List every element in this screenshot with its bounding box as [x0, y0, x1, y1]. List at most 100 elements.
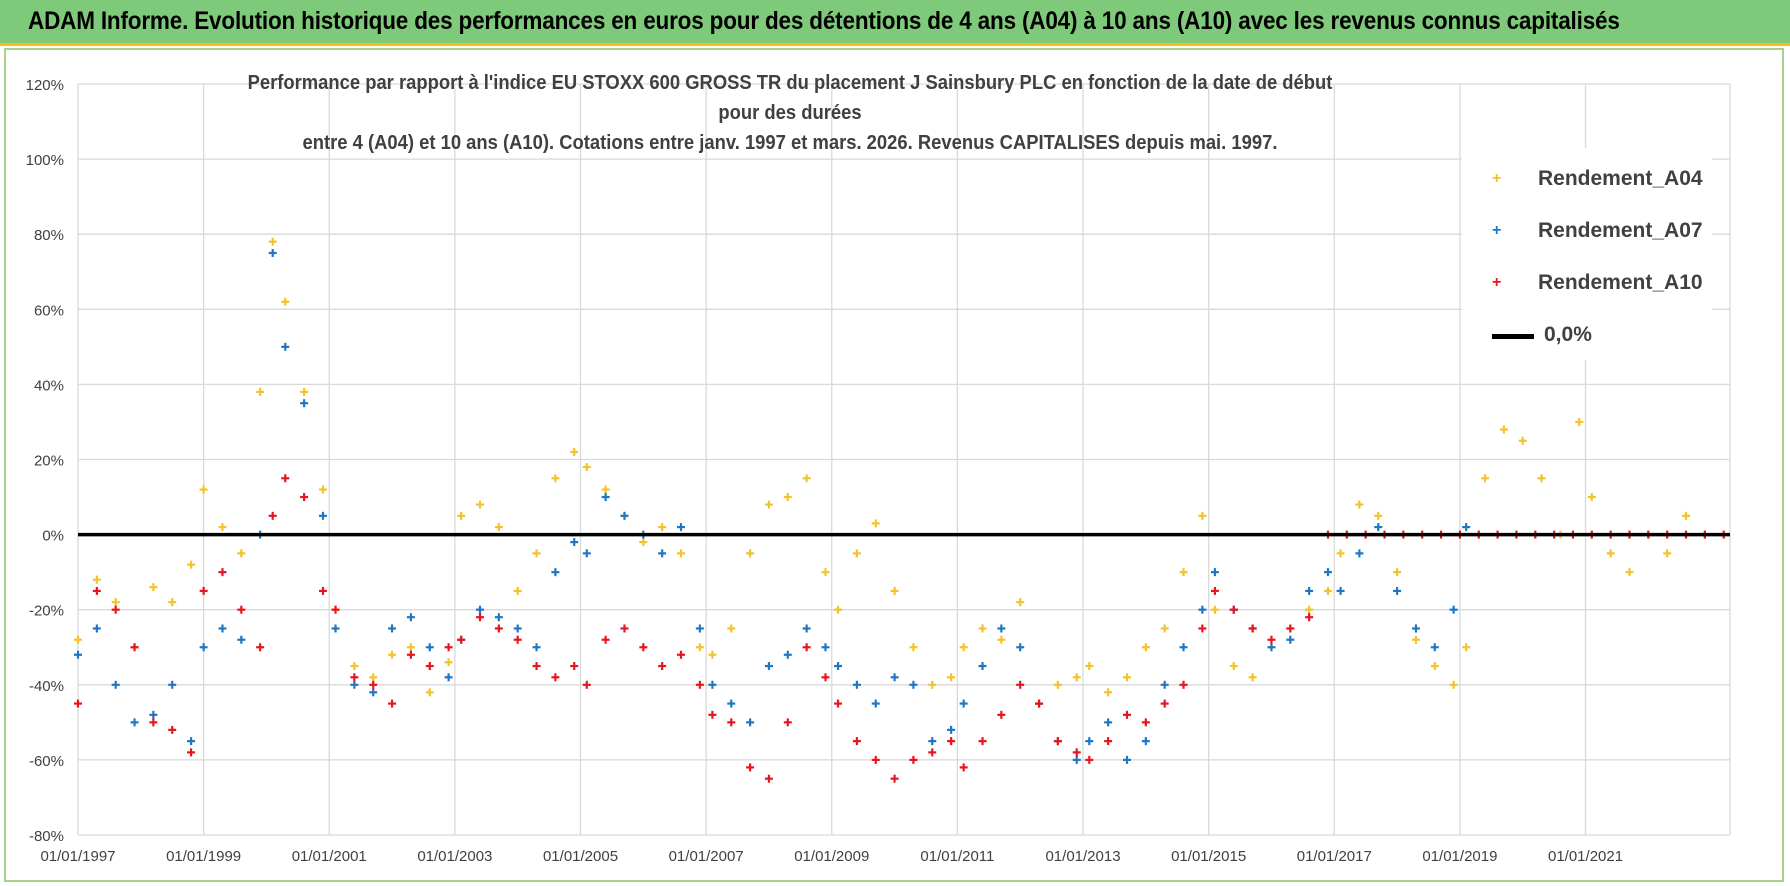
data-point-a04: [746, 549, 755, 558]
data-point-a10: [268, 511, 277, 520]
data-point-a04: [281, 297, 290, 306]
data-point-a07: [281, 342, 290, 351]
data-point-a04: [1355, 500, 1364, 509]
legend-item-zero: 0,0%: [1462, 320, 1712, 350]
chart-frame: [4, 48, 1784, 882]
data-point-a07: [708, 680, 717, 689]
data-point-a07: [237, 635, 246, 644]
data-point-a04: [978, 624, 987, 633]
data-point-a07: [570, 538, 579, 547]
data-point-a07: [582, 549, 591, 558]
data-point-a07: [444, 673, 453, 682]
data-point-a10: [168, 725, 177, 734]
data-point-a04: [199, 485, 208, 494]
data-point-a07: [111, 680, 120, 689]
data-point-a10: [425, 662, 434, 671]
data-point-a10: [928, 748, 937, 757]
data-point-a07: [551, 568, 560, 577]
data-point-a04: [1374, 511, 1383, 520]
data-point-a07: [1198, 605, 1207, 614]
data-point-a07: [331, 624, 340, 633]
data-point-a07: [300, 399, 309, 408]
data-point-a04: [1499, 425, 1508, 434]
data-point-a10: [199, 586, 208, 595]
data-point-a10: [871, 755, 880, 764]
x-tick-label: 01/01/2007: [669, 848, 744, 865]
data-point-a04: [532, 549, 541, 558]
data-point-a10: [1053, 737, 1062, 746]
data-point-a10: [708, 710, 717, 719]
data-point-a04: [1411, 635, 1420, 644]
data-point-a04: [821, 568, 830, 577]
data-point-a10: [620, 624, 629, 633]
data-point-a10: [978, 737, 987, 746]
data-point-a04: [1210, 605, 1219, 614]
data-point-a07: [532, 643, 541, 652]
data-point-a07: [1267, 643, 1276, 652]
data-point-a10: [1160, 699, 1169, 708]
data-point-a10: [1286, 624, 1295, 633]
data-point-a10: [130, 643, 139, 652]
data-point-a07: [1104, 718, 1113, 727]
data-point-a07: [149, 710, 158, 719]
data-point-a07: [187, 737, 196, 746]
data-point-a04: [237, 549, 246, 558]
data-point-a07: [834, 662, 843, 671]
data-point-a10: [582, 680, 591, 689]
data-point-a07: [1462, 523, 1471, 532]
y-tick-label: 80%: [34, 227, 64, 244]
data-point-a04: [1122, 673, 1131, 682]
report-banner: ADAM Informe. Evolution historique des p…: [0, 0, 1790, 46]
series-a07: [74, 248, 1471, 764]
data-point-a07: [494, 613, 503, 622]
data-point-a10: [746, 763, 755, 772]
data-point-a07: [1085, 737, 1094, 746]
data-point-a07: [1286, 635, 1295, 644]
data-point-a07: [1305, 586, 1314, 595]
data-point-a07: [476, 605, 485, 614]
data-point-a07: [783, 650, 792, 659]
data-point-a10: [350, 673, 359, 682]
data-point-a04: [1053, 680, 1062, 689]
y-tick-label: -60%: [29, 753, 64, 770]
data-point-a10: [1210, 586, 1219, 595]
data-point-a07: [601, 493, 610, 502]
data-point-a04: [708, 650, 717, 659]
data-point-a10: [764, 774, 773, 783]
data-point-a04: [1198, 511, 1207, 520]
data-point-a04: [187, 560, 196, 569]
x-tick-label: 01/01/2021: [1548, 848, 1623, 865]
data-point-a10: [783, 718, 792, 727]
data-point-a07: [268, 248, 277, 257]
data-points-layer: [74, 237, 1728, 783]
data-point-a10: [727, 718, 736, 727]
chart-title: Performance par rapport à l'indice EU ST…: [229, 68, 1351, 158]
data-point-a07: [947, 725, 956, 734]
data-point-a07: [1323, 568, 1332, 577]
data-point-a04: [1248, 673, 1257, 682]
data-point-a07: [218, 624, 227, 633]
data-point-a10: [331, 605, 340, 614]
data-point-a07: [658, 549, 667, 558]
data-point-a04: [582, 463, 591, 472]
data-point-a04: [168, 598, 177, 607]
data-point-a10: [218, 568, 227, 577]
data-point-a10: [890, 774, 899, 783]
data-point-a10: [1122, 710, 1131, 719]
data-point-a07: [1374, 523, 1383, 532]
y-tick-label: -40%: [29, 678, 64, 695]
data-point-a10: [187, 748, 196, 757]
data-point-a10: [1267, 635, 1276, 644]
data-point-a04: [1625, 568, 1634, 577]
data-point-a10: [111, 605, 120, 614]
data-point-a04: [1587, 493, 1596, 502]
data-point-a04: [727, 624, 736, 633]
data-point-a04: [802, 474, 811, 483]
data-point-a07: [406, 613, 415, 622]
data-point-a10: [947, 737, 956, 746]
data-point-a10: [1229, 605, 1238, 614]
data-point-a04: [783, 493, 792, 502]
data-point-a10: [494, 624, 503, 633]
data-point-a10: [570, 662, 579, 671]
